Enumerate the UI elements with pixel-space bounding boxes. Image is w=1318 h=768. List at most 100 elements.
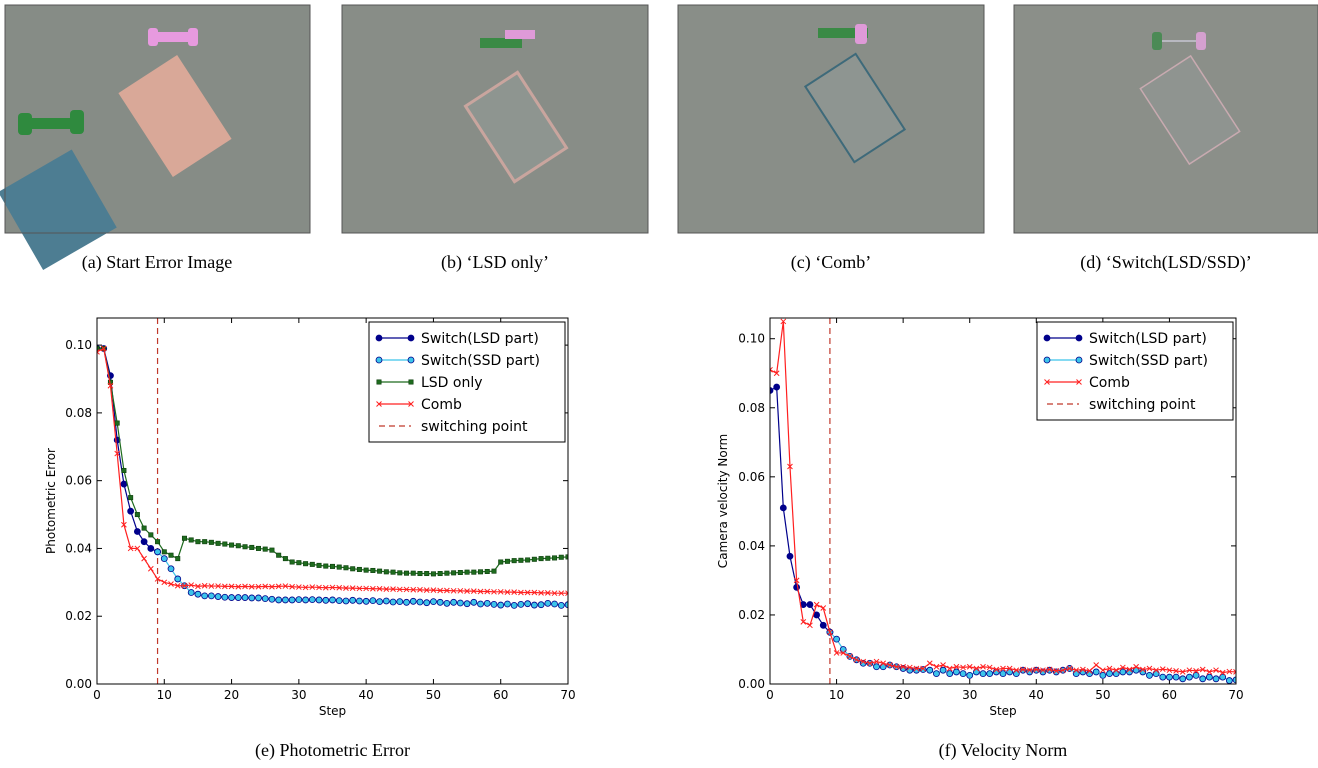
x-axis-label: Step (989, 704, 1016, 718)
y-tick-label: 0.02 (738, 608, 765, 622)
point (174, 582, 181, 589)
photo-lsd-only (341, 4, 649, 234)
point (1013, 667, 1020, 674)
y-tick-label: 0.02 (65, 609, 92, 623)
point (1159, 673, 1167, 681)
point (302, 596, 309, 604)
point (1106, 665, 1113, 672)
x-tick-label: 60 (493, 688, 508, 702)
point (926, 666, 934, 674)
point (436, 598, 444, 606)
point (430, 571, 436, 577)
point (121, 467, 127, 473)
point (457, 570, 463, 576)
point (269, 583, 275, 590)
point (215, 540, 221, 546)
point (275, 596, 283, 604)
point (349, 596, 357, 604)
point (524, 589, 531, 596)
point (1166, 667, 1173, 674)
point (518, 557, 524, 563)
point (793, 577, 800, 584)
x-axis-label: Step (319, 704, 346, 718)
y-tick-label: 0.06 (738, 470, 765, 484)
point (504, 600, 511, 608)
point (187, 589, 195, 596)
legend-label: Switch(LSD part) (1089, 331, 1207, 347)
point (128, 495, 134, 501)
point (450, 587, 457, 594)
point (329, 584, 336, 591)
point (773, 383, 781, 391)
point (827, 629, 833, 636)
x-tick-label: 50 (1095, 688, 1110, 702)
point (148, 532, 154, 538)
point (288, 596, 296, 604)
point (946, 665, 953, 672)
point (416, 598, 424, 606)
point (457, 587, 464, 594)
point (531, 589, 538, 596)
point (322, 584, 329, 591)
point (114, 420, 120, 426)
point (114, 450, 121, 457)
point (322, 596, 330, 604)
image-caption: (a) Start Error Image (82, 252, 232, 273)
point (308, 596, 316, 604)
point (147, 545, 155, 552)
legend-label: LSD only (421, 375, 483, 391)
point (544, 589, 551, 596)
point (315, 596, 323, 604)
point (920, 665, 926, 672)
point (1166, 673, 1173, 681)
point (1186, 667, 1193, 674)
point (423, 587, 430, 593)
y-tick-label: 0.04 (65, 541, 92, 555)
point (309, 584, 316, 590)
point (195, 583, 201, 590)
point (342, 597, 350, 605)
point (1086, 668, 1093, 674)
point (1046, 666, 1053, 673)
point (946, 670, 954, 678)
point (906, 664, 913, 671)
point (107, 382, 114, 389)
point (362, 597, 370, 605)
point (1093, 662, 1100, 668)
point (141, 525, 147, 531)
point (1173, 668, 1179, 674)
point (248, 594, 256, 602)
point (1092, 668, 1100, 676)
point (873, 658, 880, 665)
point (1212, 675, 1220, 683)
point (295, 596, 303, 604)
point (497, 601, 505, 609)
point (221, 593, 229, 601)
point (979, 670, 987, 678)
point (1139, 666, 1146, 673)
point (484, 568, 490, 574)
series-line (97, 347, 158, 553)
point (389, 598, 397, 606)
legend-label: Switch(SSD part) (1089, 353, 1208, 369)
point (478, 569, 484, 575)
legend-label: Switch(LSD part) (421, 331, 539, 347)
point (1020, 666, 1026, 673)
y-axis-label: Photometric Error (44, 448, 58, 554)
point (155, 539, 161, 545)
point (545, 555, 551, 561)
point (248, 583, 255, 590)
point (1172, 673, 1180, 681)
x-tick-label: 20 (224, 688, 239, 702)
point (933, 670, 940, 678)
point (175, 556, 181, 562)
series-line (829, 631, 1236, 682)
point (1012, 670, 1020, 678)
legend-label: Switch(SSD part) (421, 353, 540, 369)
point (558, 554, 564, 560)
point (343, 565, 349, 571)
point (403, 598, 410, 606)
point (879, 663, 887, 671)
point (1146, 671, 1153, 679)
point (195, 539, 201, 545)
